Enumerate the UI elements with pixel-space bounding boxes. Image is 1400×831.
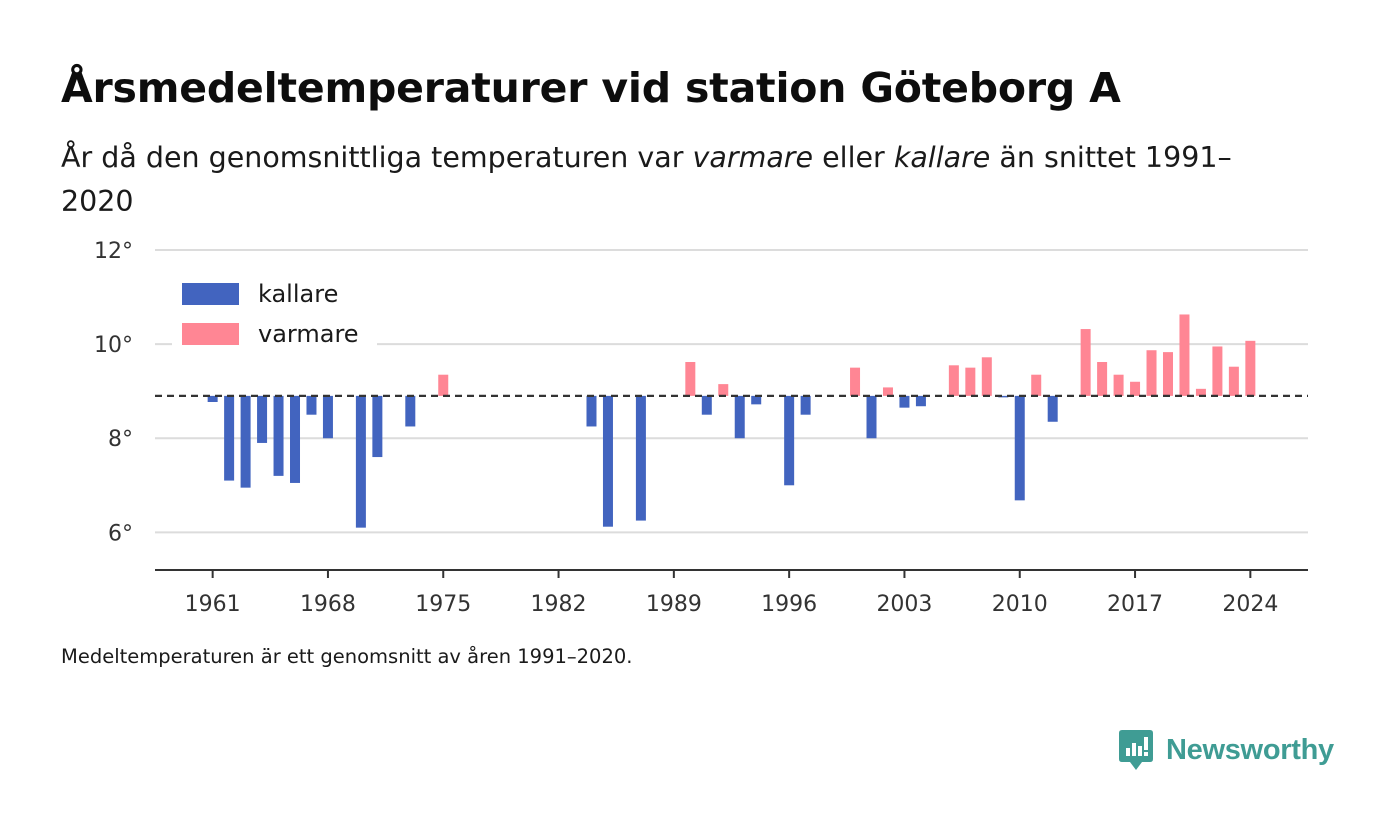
bar-kallare-2012 bbox=[1047, 395, 1058, 422]
y-tick-label: 8° bbox=[108, 427, 133, 452]
x-tick-label: 1996 bbox=[761, 592, 817, 617]
bar-varmare-1990 bbox=[685, 362, 696, 396]
bar-varmare-2023 bbox=[1228, 366, 1239, 396]
bar-kallare-1991 bbox=[701, 395, 712, 415]
x-tick-label: 2024 bbox=[1222, 592, 1278, 617]
x-tick-label: 2003 bbox=[876, 592, 932, 617]
legend: kallare varmare bbox=[172, 272, 377, 354]
bar-kallare-2004 bbox=[915, 395, 926, 407]
bars bbox=[207, 314, 1256, 528]
bar-kallare-2001 bbox=[866, 395, 877, 439]
bar-kallare-1967 bbox=[306, 395, 317, 415]
bar-kallare-1985 bbox=[602, 395, 613, 527]
x-tick-label: 1989 bbox=[646, 592, 702, 617]
legend-label-kallare: kallare bbox=[258, 280, 338, 308]
x-tick-label: 1968 bbox=[300, 592, 356, 617]
x-tick-label: 2017 bbox=[1107, 592, 1163, 617]
bar-kallare-1970 bbox=[355, 395, 366, 528]
legend-label-varmare: varmare bbox=[258, 320, 359, 348]
bar-kallare-1963 bbox=[240, 395, 251, 488]
bar-kallare-1966 bbox=[290, 395, 301, 483]
brand-name: Newsworthy bbox=[1166, 733, 1334, 766]
bar-varmare-2018 bbox=[1146, 350, 1157, 396]
bar-varmare-2014 bbox=[1080, 329, 1091, 396]
x-axis-ticks: 1961 1968 1975 1982 1989 1996 2003 2010 2017 2024 bbox=[185, 570, 1278, 617]
x-tick-label: 1982 bbox=[531, 592, 587, 617]
subtitle-part1: År då den genomsnittliga temperaturen va… bbox=[61, 141, 693, 174]
chart-title: Årsmedeltemperaturer vid station Götebor… bbox=[61, 64, 1121, 112]
bar-varmare-2021 bbox=[1195, 388, 1206, 396]
y-tick-label: 12° bbox=[94, 239, 133, 264]
y-tick-label: 10° bbox=[94, 333, 133, 358]
bar-kallare-1962 bbox=[224, 395, 235, 481]
bar-kallare-2003 bbox=[899, 395, 910, 408]
x-tick-label: 2010 bbox=[992, 592, 1048, 617]
bar-kallare-2010 bbox=[1014, 395, 1025, 501]
bar-varmare-2024 bbox=[1245, 340, 1256, 396]
bar-kallare-1971 bbox=[372, 395, 383, 458]
bar-kallare-1997 bbox=[800, 395, 811, 415]
bar-kallare-1965 bbox=[273, 395, 284, 476]
footnote: Medeltemperaturen är ett genomsnitt av å… bbox=[61, 645, 633, 668]
bar-varmare-1992 bbox=[718, 384, 729, 396]
bar-varmare-2000 bbox=[850, 367, 861, 396]
bar-varmare-2017 bbox=[1130, 381, 1141, 396]
bar-kallare-2009 bbox=[998, 395, 1009, 398]
x-tick-label: 1961 bbox=[185, 592, 241, 617]
newsworthy-logo-icon bbox=[1119, 730, 1153, 770]
bar-kallare-1964 bbox=[257, 395, 268, 443]
bar-varmare-2011 bbox=[1031, 374, 1042, 396]
subtitle-part2: eller bbox=[813, 141, 894, 174]
bar-varmare-2016 bbox=[1113, 374, 1124, 396]
legend-swatch-varmare bbox=[182, 323, 239, 345]
bar-kallare-1984 bbox=[586, 395, 597, 427]
subtitle-warm-word: varmare bbox=[692, 141, 814, 174]
bar-varmare-2022 bbox=[1212, 346, 1223, 396]
bar-varmare-2002 bbox=[882, 387, 893, 396]
subtitle-part3: än snittet 1991–2020 bbox=[61, 141, 1232, 218]
y-axis-labels: 6° 8° 10° 12° bbox=[94, 239, 133, 546]
legend-swatch-kallare bbox=[182, 283, 239, 305]
subtitle-cold-word: kallare bbox=[893, 141, 991, 174]
bar-varmare-2015 bbox=[1097, 362, 1108, 396]
x-tick-label: 1975 bbox=[415, 592, 471, 617]
bar-varmare-1975 bbox=[438, 374, 449, 396]
chart-subtitle: År då den genomsnittliga temperaturen va… bbox=[61, 136, 1291, 224]
bar-kallare-1973 bbox=[405, 395, 416, 427]
bar-kallare-1996 bbox=[784, 395, 795, 486]
bar-kallare-1961 bbox=[207, 395, 218, 402]
y-tick-label: 6° bbox=[108, 521, 133, 546]
bar-varmare-2006 bbox=[948, 365, 959, 396]
bar-varmare-2007 bbox=[965, 367, 976, 396]
brand-logo: Newsworthy bbox=[1118, 728, 1334, 772]
bar-kallare-1987 bbox=[635, 395, 646, 521]
bar-varmare-2020 bbox=[1179, 314, 1190, 396]
bar-kallare-1968 bbox=[322, 395, 333, 439]
bar-kallare-1994 bbox=[751, 395, 762, 405]
bar-kallare-1993 bbox=[734, 395, 745, 439]
bar-varmare-2008 bbox=[981, 357, 992, 396]
bar-varmare-2019 bbox=[1162, 352, 1173, 396]
